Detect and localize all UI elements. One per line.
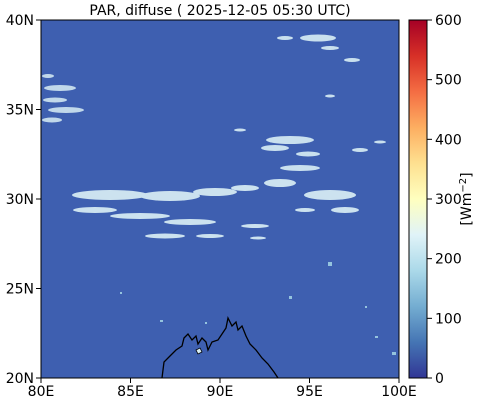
- y-tick-label: 25N: [6, 282, 34, 298]
- y-tick-label: 40N: [6, 13, 34, 29]
- x-tick-label: 100E: [381, 384, 417, 400]
- colorbar: 0 100 200 300 400 500 600 [Wm−2]: [408, 13, 475, 387]
- map-title: PAR, diffuse ( 2025-12-05 05:30 UTC): [89, 3, 350, 19]
- y-axis: 20N 25N 30N 35N 40N: [6, 13, 41, 387]
- cloud-band-north: [277, 34, 360, 98]
- cloud-specks: [120, 262, 396, 355]
- cloud-band-main: [72, 179, 359, 240]
- colorbar-tick-label: 200: [435, 252, 462, 268]
- x-axis: 80E 85E 90E 95E 100E: [28, 378, 417, 400]
- x-tick-label: 85E: [117, 384, 144, 400]
- colorbar-ticks: 0 100 200 300 400 500 600: [427, 13, 462, 387]
- y-tick-label: 20N: [6, 371, 34, 387]
- colorbar-tick-label: 100: [435, 311, 462, 327]
- map-area: [41, 20, 399, 378]
- cloud-band-northwest: [42, 74, 84, 123]
- island-outline: [195, 347, 203, 355]
- x-tick-label: 90E: [207, 384, 234, 400]
- x-tick-label: 95E: [296, 384, 323, 400]
- y-tick-label: 30N: [6, 192, 34, 208]
- x-tick-label: 80E: [28, 384, 55, 400]
- colorbar-gradient: [408, 19, 428, 379]
- colorbar-label: [Wm−2]: [458, 172, 475, 225]
- colorbar-tick-label: 600: [435, 13, 462, 29]
- colorbar-tick-label: 0: [435, 371, 444, 387]
- y-tick-label: 35N: [6, 103, 34, 119]
- colorbar-tick-label: 500: [435, 73, 462, 89]
- coastline: [161, 316, 279, 378]
- colorbar-tick-label: 300: [435, 192, 462, 208]
- colorbar-tick-label: 400: [435, 132, 462, 148]
- cloud-band-central: [234, 128, 386, 171]
